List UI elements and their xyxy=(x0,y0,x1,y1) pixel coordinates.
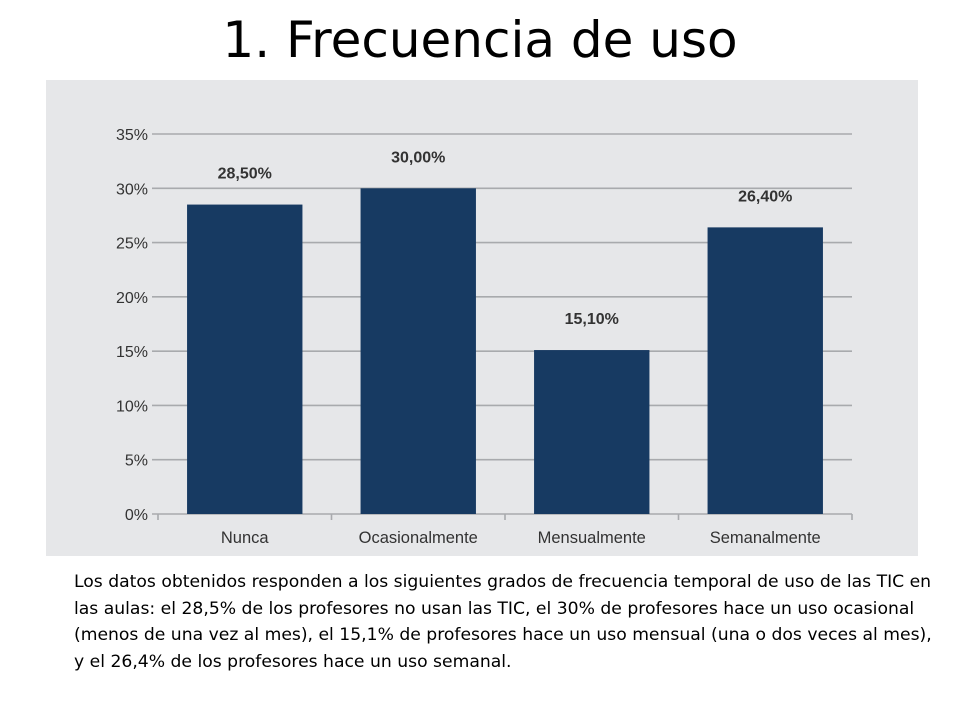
x-category-label: Nunca xyxy=(221,529,270,547)
bar xyxy=(360,188,476,514)
y-tick-label: 20% xyxy=(116,290,148,307)
bar-value-label: 28,50% xyxy=(218,166,272,183)
bar-value-label: 15,10% xyxy=(565,311,619,328)
x-category-label: Mensualmente xyxy=(538,529,646,547)
bar-chart-svg: 0% 5% 10% 15% 20% 25% 30% 35% 28,50% Nunca 30,00% O… xyxy=(116,127,853,547)
y-tick-label: 0% xyxy=(125,507,148,524)
bar-chart: 0% 5% 10% 15% 20% 25% 30% 35% 28,50% Nunca 30,00% O… xyxy=(46,80,918,556)
y-tick-label: 35% xyxy=(116,127,148,144)
slide-title: 1. Frecuencia de uso xyxy=(222,11,738,69)
y-tick-label: 30% xyxy=(116,181,148,198)
bar-value-label: 30,00% xyxy=(391,149,445,166)
y-tick-label: 15% xyxy=(116,344,148,361)
caption-text: Los datos obtenidos responden a los sigu… xyxy=(74,572,932,672)
x-category-label: Semanalmente xyxy=(710,529,821,547)
bar xyxy=(187,204,303,515)
bar xyxy=(534,350,650,514)
y-tick-label: 5% xyxy=(125,453,148,470)
bar xyxy=(707,227,823,514)
y-tick-label: 25% xyxy=(116,236,148,253)
y-tick-label: 10% xyxy=(116,398,148,415)
x-category-label: Ocasionalmente xyxy=(359,529,478,547)
bar-value-label: 26,40% xyxy=(738,188,792,205)
